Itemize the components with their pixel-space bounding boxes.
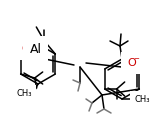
Text: +: +: [27, 42, 33, 48]
Text: CH₃: CH₃: [16, 90, 32, 99]
Text: −: −: [133, 56, 139, 62]
Text: CH₃: CH₃: [134, 95, 150, 105]
Text: O: O: [21, 44, 30, 54]
Text: Al: Al: [30, 43, 42, 55]
Text: O: O: [127, 58, 136, 68]
